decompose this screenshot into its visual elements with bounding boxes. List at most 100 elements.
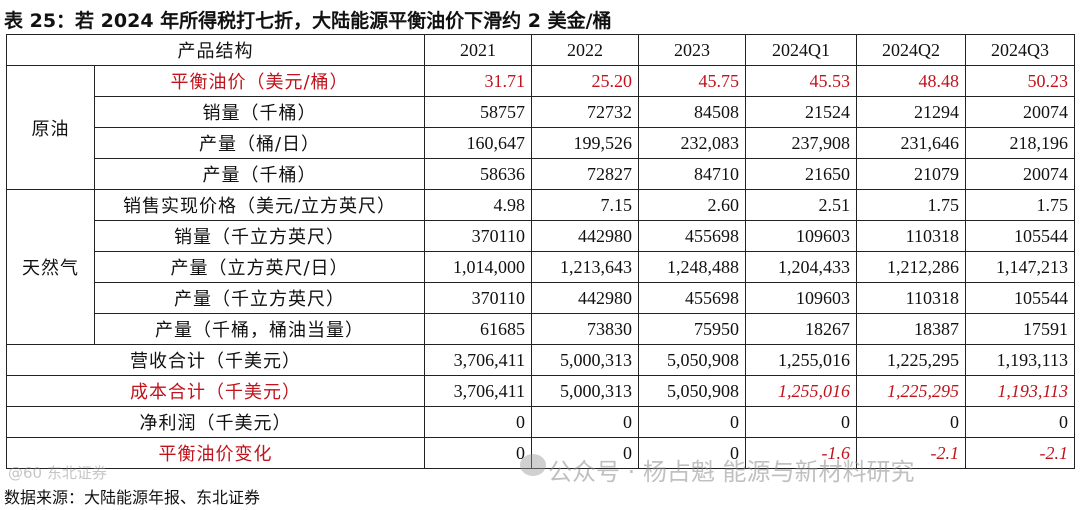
cell: 21524 (745, 96, 857, 128)
cell: 1,255,016 (745, 344, 857, 376)
row-label: 销量（千立方英尺） (94, 220, 425, 252)
cell: 0 (638, 406, 746, 438)
cell: 1,014,000 (424, 251, 532, 283)
cell: 0 (424, 437, 532, 469)
table-row: 原油 平衡油价（美元/桶） 31.71 25.20 45.75 45.53 48… (6, 65, 1075, 190)
header-period: 2024Q2 (856, 34, 966, 66)
table-row: 净利润（千美元） 0 0 0 0 0 0 (6, 406, 1075, 438)
cell: 110318 (856, 282, 966, 314)
cell: 58636 (424, 158, 532, 190)
watermark: 公众号 · 杨占魁 能源与新材料研究 (548, 458, 915, 486)
cell: 160,647 (424, 127, 532, 159)
cell: 0 (531, 406, 639, 438)
table-row: 产量（千立方英尺） 370110 442980 455698 109603 11… (7, 282, 1075, 314)
cell: 455698 (638, 282, 746, 314)
table-row: 产量（千桶） 58636 72827 84710 21650 21079 200… (7, 158, 1075, 190)
table-row: 平衡油价变化 0 0 0 -1.6 -2.1 -2.1 (6, 437, 1075, 469)
cell: 18387 (856, 313, 966, 345)
header-period: 2024Q3 (965, 34, 1075, 66)
row-label: 平衡油价（美元/桶） (94, 65, 425, 97)
cell: 1.75 (856, 189, 966, 221)
cell: 58757 (424, 96, 532, 128)
cell: -2.1 (856, 437, 966, 469)
row-label: 产量（千桶） (94, 158, 425, 190)
cell: 5,050,908 (638, 344, 746, 376)
cell: 2.60 (638, 189, 746, 221)
cell: 45.75 (638, 65, 746, 97)
cell: 1,193,113 (965, 344, 1075, 376)
cell: 442980 (531, 282, 639, 314)
cell: 232,083 (638, 127, 746, 159)
header-period: 2022 (531, 34, 639, 66)
cell: 50.23 (965, 65, 1075, 97)
cell: -2.1 (965, 437, 1075, 469)
row-label: 成本合计（千美元） (6, 375, 425, 407)
cell: 231,646 (856, 127, 966, 159)
cell: 1,147,213 (965, 251, 1075, 283)
cell: 20074 (965, 96, 1075, 128)
cell: 5,050,908 (638, 375, 746, 407)
cell: 370110 (424, 220, 532, 252)
cell: 4.98 (424, 189, 532, 221)
group-label-gas: 天然气 (6, 189, 95, 345)
cell: 110318 (856, 220, 966, 252)
table-row: 成本合计（千美元） 3,706,411 5,000,313 5,050,908 … (6, 375, 1075, 407)
cell: 73830 (531, 313, 639, 345)
row-label: 产量（立方英尺/日） (94, 251, 425, 283)
cell: 1,212,286 (856, 251, 966, 283)
table-row: 产量（桶/日） 160,647 199,526 232,083 237,908 … (7, 127, 1075, 159)
cell: 105544 (965, 220, 1075, 252)
table-row: 产量（立方英尺/日） 1,014,000 1,213,643 1,248,488… (7, 251, 1075, 283)
cell: 3,706,411 (424, 375, 532, 407)
cell: 1,213,643 (531, 251, 639, 283)
cell: 75950 (638, 313, 746, 345)
cell: 109603 (745, 282, 857, 314)
cell: 1.75 (965, 189, 1075, 221)
cell: 370110 (424, 282, 532, 314)
cell: 0 (424, 406, 532, 438)
cell: 1,225,295 (856, 375, 966, 407)
cell: 45.53 (745, 65, 857, 97)
row-label: 销量（千桶） (94, 96, 425, 128)
cell: 72732 (531, 96, 639, 128)
row-label: 净利润（千美元） (6, 406, 425, 438)
row-label: 销售实现价格（美元/立方英尺） (94, 189, 425, 221)
cell: 455698 (638, 220, 746, 252)
cell: 7.15 (531, 189, 639, 221)
cell: 1,225,295 (856, 344, 966, 376)
cell: 61685 (424, 313, 532, 345)
table-row: 营收合计（千美元） 3,706,411 5,000,313 5,050,908 … (6, 344, 1075, 376)
cell: 237,908 (745, 127, 857, 159)
cell: 105544 (965, 282, 1075, 314)
cell: 72827 (531, 158, 639, 190)
cell: 1,204,433 (745, 251, 857, 283)
cell: 0 (965, 406, 1075, 438)
cell: 1,193,113 (965, 375, 1075, 407)
cell: 199,526 (531, 127, 639, 159)
cell: 84710 (638, 158, 746, 190)
cell: 21079 (856, 158, 966, 190)
cell: 31.71 (424, 65, 532, 97)
cell: 0 (745, 406, 857, 438)
table-row: 销量（千桶） 58757 72732 84508 21524 21294 200… (7, 96, 1075, 128)
source-note: 数据来源：大陆能源年报、东北证券 (4, 488, 261, 507)
row-label: 产量（千立方英尺） (94, 282, 425, 314)
cell: 5,000,313 (531, 375, 639, 407)
cell: 0 (856, 406, 966, 438)
cell: 0 (638, 437, 746, 469)
header-label: 产品结构 (6, 34, 425, 66)
cell: 1,248,488 (638, 251, 746, 283)
wechat-icon (520, 454, 546, 476)
watermark-left: @60 东北证券 (8, 464, 107, 482)
cell: 25.20 (531, 65, 639, 97)
table-row: 销量（千立方英尺） 370110 442980 455698 109603 11… (7, 220, 1075, 252)
row-label: 营收合计（千美元） (6, 344, 425, 376)
header-period: 2021 (424, 34, 532, 66)
cell: 18267 (745, 313, 857, 345)
cell: 17591 (965, 313, 1075, 345)
cell: 5,000,313 (531, 344, 639, 376)
cell: 442980 (531, 220, 639, 252)
header-period: 2023 (638, 34, 746, 66)
cell: 21650 (745, 158, 857, 190)
row-label: 平衡油价变化 (6, 437, 425, 469)
